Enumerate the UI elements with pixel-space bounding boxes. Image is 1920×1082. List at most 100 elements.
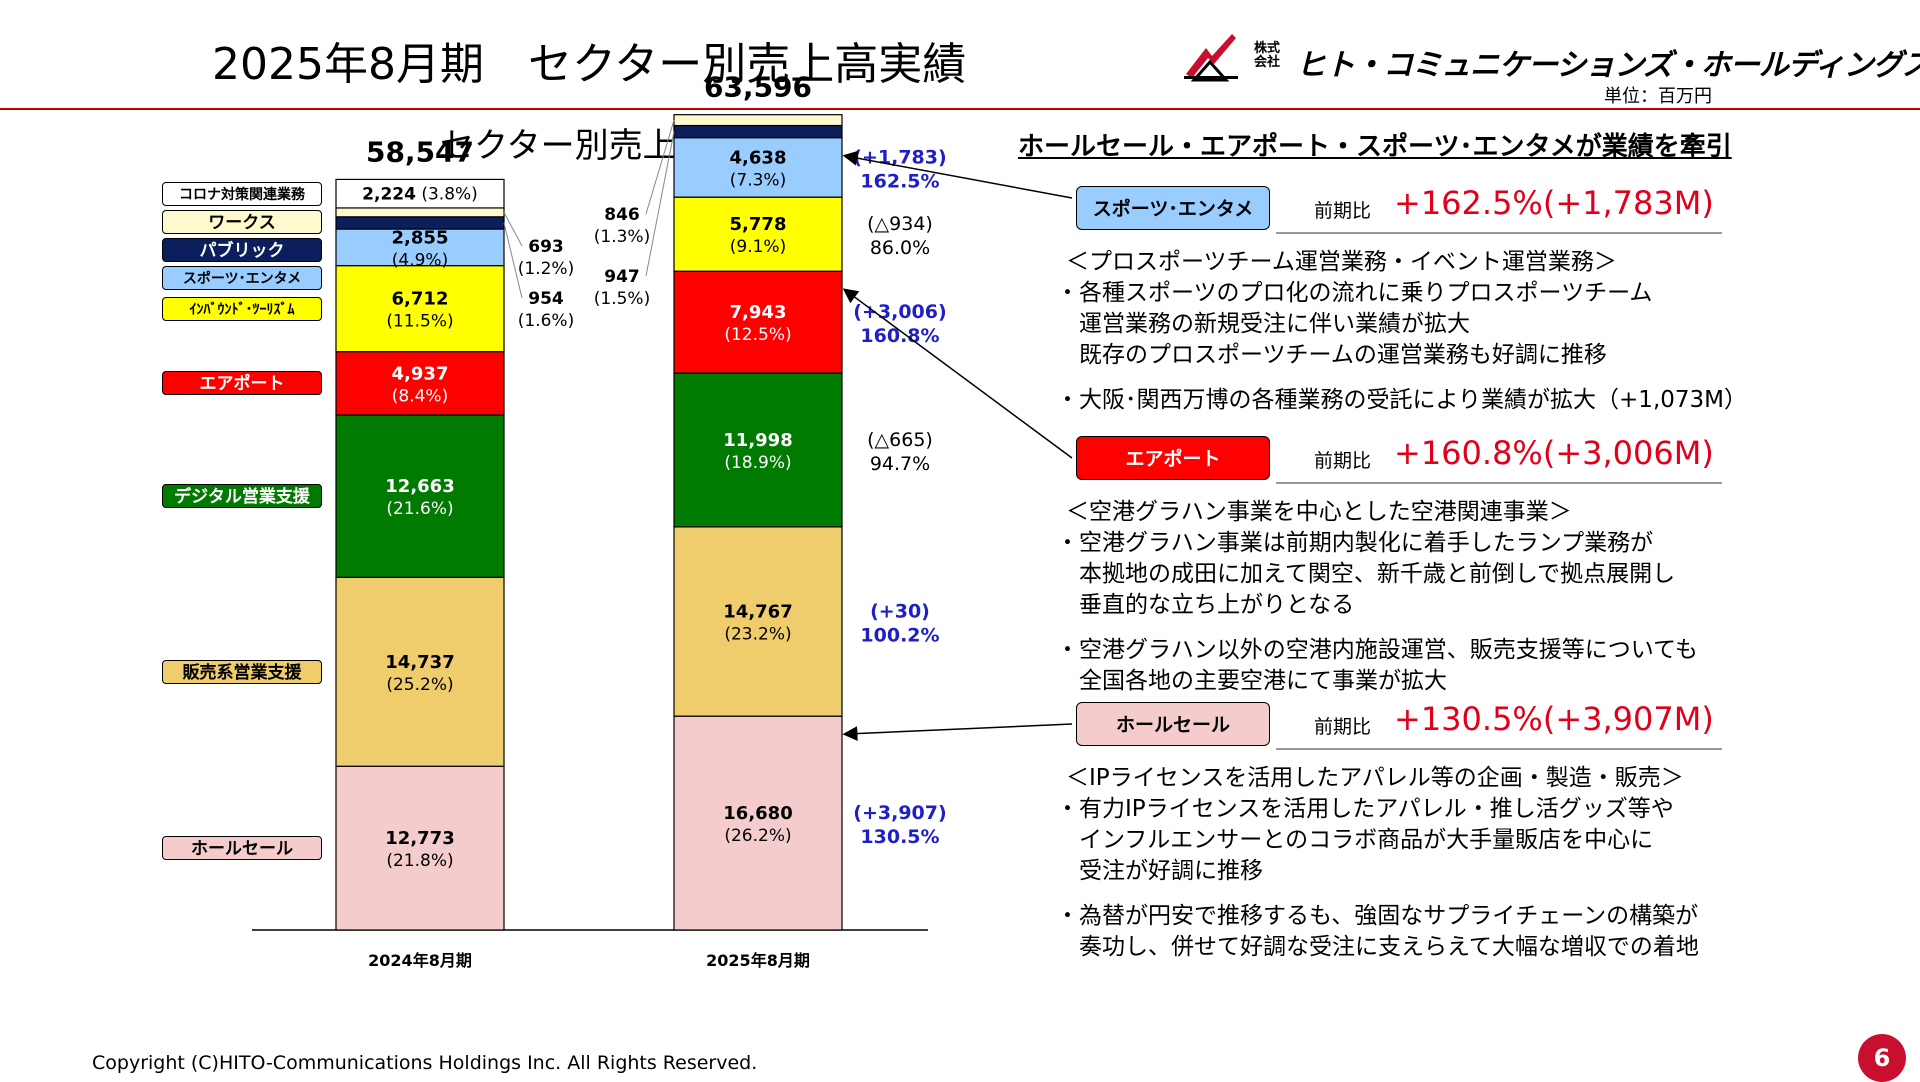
leader-line xyxy=(645,119,675,215)
page-title: 2025年8月期 セクター別売上高実績 xyxy=(212,39,967,90)
section-subtitle: ＜空港グラハン事業を中心とした空港関連事業＞ xyxy=(1066,499,1572,525)
legend-item: エアポート xyxy=(162,371,322,396)
compare-underline xyxy=(1276,232,1722,234)
total-label: 63,596 xyxy=(704,71,812,104)
change-percent-label: 100.2% xyxy=(860,625,939,647)
percent-label: (21.6%) xyxy=(386,499,453,519)
value-label: 2,224 xyxy=(362,185,416,205)
percent-label: (4.9%) xyxy=(392,250,448,270)
legend-item: ｲﾝﾊﾞｳﾝﾄﾞ･ﾂｰﾘｽﾞﾑ xyxy=(162,296,322,321)
compare-value: +162.5%(+1,783M) xyxy=(1394,184,1714,222)
leader-line xyxy=(503,212,523,247)
value-label: 846 xyxy=(604,205,640,225)
sector-callout: ホールセール xyxy=(1076,702,1270,746)
compare-label: 前期比 xyxy=(1314,450,1372,472)
value-label: 2,855 xyxy=(392,227,449,248)
percent-label: (26.2%) xyxy=(724,826,791,846)
section-subtitle: ＜IPライセンスを活用したアパレル等の企画・製造・販売＞ xyxy=(1066,765,1684,791)
percent-label: (23.2%) xyxy=(724,625,791,645)
legend-item: デジタル営業支援 xyxy=(162,484,322,509)
change-label: (+3,006) xyxy=(853,301,946,323)
bar-segment xyxy=(335,351,505,416)
value-label: 4,937 xyxy=(392,363,449,384)
bar-segment xyxy=(335,576,505,767)
percent-label: (25.2%) xyxy=(386,675,453,695)
company-name: ヒト・コミュニケーションズ・ホールディングス xyxy=(1296,48,1920,83)
percent-label: (7.3%) xyxy=(730,170,786,190)
change-label: (+1,783) xyxy=(853,146,946,168)
company-prefix: 株式会社 xyxy=(1254,41,1281,70)
header-divider xyxy=(0,108,1920,110)
compare-underline xyxy=(1276,748,1722,750)
leader-line xyxy=(645,131,675,277)
value-label: 6,712 xyxy=(392,289,449,310)
percent-label: (1.2%) xyxy=(518,259,574,279)
bar-segment xyxy=(335,414,505,578)
legend-item: 販売系営業支援 xyxy=(162,659,322,684)
percent-label: (18.9%) xyxy=(724,453,791,473)
unit-label: 単位：百万円 xyxy=(1604,86,1712,107)
value-label: 4,638 xyxy=(730,147,787,168)
percent-label: (1.6%) xyxy=(518,311,574,331)
bar-segment xyxy=(335,265,505,353)
percent-label: (11.5%) xyxy=(386,312,453,332)
bar-segment xyxy=(673,526,843,717)
value-label: 14,767 xyxy=(723,602,792,623)
company-logo: 株式会社 ヒト・コミュニケーションズ・ホールディングス xyxy=(1176,28,1920,84)
leader-line xyxy=(503,222,523,299)
percent-label: (9.1%) xyxy=(730,237,786,257)
x-tick-label: 2024年8月期 xyxy=(368,951,472,970)
total-label: 58,547 xyxy=(366,135,474,168)
company-logo-icon xyxy=(1184,34,1238,82)
bar-segment xyxy=(673,196,843,272)
bar-segment xyxy=(673,124,843,139)
value-label: 7,943 xyxy=(730,302,787,323)
sector-callout: スポーツ･エンタメ xyxy=(1076,186,1270,230)
bar-segment xyxy=(335,178,505,209)
bar-segment xyxy=(673,137,843,198)
change-label: (△934) xyxy=(867,213,933,235)
percent-label: (21.8%) xyxy=(386,851,453,871)
page-number: 6 xyxy=(1858,1034,1906,1082)
sector-callout: エアポート xyxy=(1076,436,1270,480)
compare-label: 前期比 xyxy=(1314,716,1372,738)
change-label: (+3,907) xyxy=(853,802,946,824)
chart-subtitle: セクター別売上高 xyxy=(440,126,711,166)
percent-label: (1.3%) xyxy=(594,227,650,247)
value-label: 2,224 (3.8%) xyxy=(362,185,478,205)
value-label: 16,680 xyxy=(723,803,792,824)
compare-value: +130.5%(+3,907M) xyxy=(1394,700,1714,738)
change-percent-label: 160.8% xyxy=(860,325,939,347)
bullet-text: ・大阪･関西万博の各種業務の受託により業績が拡大（+1,073M） xyxy=(1056,387,1747,413)
compare-value: +160.8%(+3,006M) xyxy=(1394,434,1714,472)
change-percent-label: 130.5% xyxy=(860,826,939,848)
change-percent-label: 162.5% xyxy=(860,170,939,192)
bullet-text: ・有力IPライセンスを活用したアパレル・推し活グッズ等や インフルエンサーとのコ… xyxy=(1056,796,1674,884)
change-percent-label: 86.0% xyxy=(870,237,930,259)
percent-label: (8.4%) xyxy=(392,386,448,406)
headline: ホールセール・エアポート・スポーツ･エンタメが業績を牽引 xyxy=(1018,132,1732,162)
value-label: 954 xyxy=(528,289,564,309)
bullet-text: ・空港グラハン事業は前期内製化に着手したランプ業務が 本拠地の成田に加えて関空、… xyxy=(1056,530,1676,618)
value-label: 12,773 xyxy=(385,828,454,849)
percent-label: (12.5%) xyxy=(724,325,791,345)
legend-item: スポーツ･エンタメ xyxy=(162,265,322,290)
change-label: (△665) xyxy=(867,429,933,451)
value-label: 14,737 xyxy=(385,652,454,673)
value-label: 11,998 xyxy=(723,430,792,451)
bullet-text: ・為替が円安で推移するも、強固なサプライチェーンの構築が 奏功し、併せて好調な受… xyxy=(1056,903,1699,960)
bullet-text: ・各種スポーツのプロ化の流れに乗りプロスポーツチーム 運営業務の新規受注に伴い業… xyxy=(1056,280,1653,368)
x-tick-label: 2025年8月期 xyxy=(706,951,810,970)
bar-segment xyxy=(335,207,505,218)
callout-arrow xyxy=(842,288,1073,459)
value-label: 947 xyxy=(604,267,640,287)
copyright: Copyright (C)HITO-Communications Holding… xyxy=(92,1052,758,1074)
change-percent-label: 94.7% xyxy=(870,453,930,475)
value-label: 5,778 xyxy=(730,214,787,235)
bar-segment xyxy=(673,270,843,374)
bar-segment xyxy=(673,372,843,528)
bar-segment xyxy=(673,715,843,931)
compare-underline xyxy=(1276,482,1722,484)
change-label: (+30) xyxy=(870,601,930,623)
callout-arrow xyxy=(842,723,1073,742)
